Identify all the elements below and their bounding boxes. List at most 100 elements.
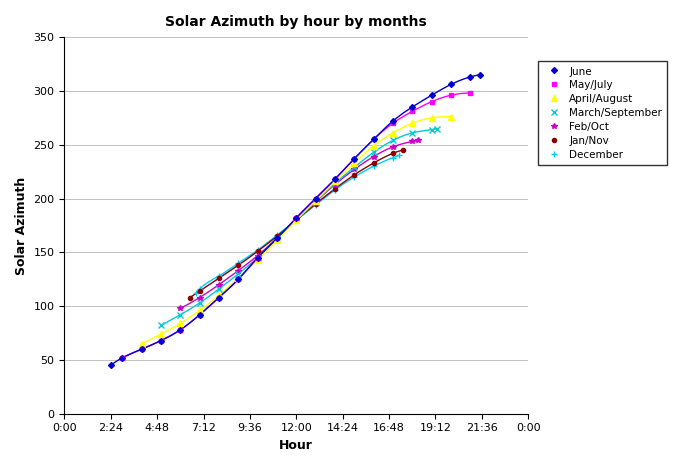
December	[311, 202, 320, 208]
Feb/Oct	[389, 144, 397, 149]
June	[107, 362, 115, 368]
December	[389, 155, 397, 161]
April/August	[447, 114, 455, 120]
March/September	[311, 199, 320, 205]
May/July	[176, 327, 184, 333]
December	[253, 248, 262, 253]
X-axis label: Hour: Hour	[279, 439, 313, 452]
Line: April/August: April/August	[139, 114, 454, 347]
Feb/Oct	[273, 235, 281, 241]
May/July	[118, 355, 126, 361]
April/August	[176, 320, 184, 326]
June	[447, 82, 455, 87]
Feb/Oct	[215, 282, 223, 287]
Feb/Oct	[195, 295, 204, 300]
March/September	[292, 217, 301, 223]
Feb/Oct	[311, 199, 320, 205]
March/September	[273, 237, 281, 242]
May/July	[195, 312, 204, 318]
Jan/Nov	[292, 217, 301, 223]
May/July	[389, 120, 397, 126]
June	[466, 74, 474, 80]
April/August	[234, 276, 242, 281]
Line: March/September: March/September	[158, 126, 440, 328]
Feb/Oct	[350, 167, 359, 172]
May/July	[408, 108, 417, 114]
May/July	[428, 99, 436, 105]
Jan/Nov	[370, 160, 378, 166]
Feb/Oct	[370, 154, 378, 159]
May/July	[292, 215, 301, 221]
December	[395, 153, 403, 158]
Feb/Oct	[234, 268, 242, 273]
June	[476, 72, 484, 78]
April/August	[350, 160, 359, 166]
Feb/Oct	[414, 138, 422, 143]
Jan/Nov	[195, 288, 204, 294]
March/September	[253, 255, 262, 261]
May/July	[157, 338, 165, 343]
April/August	[215, 292, 223, 298]
March/September	[234, 271, 242, 276]
June	[176, 327, 184, 333]
Title: Solar Azimuth by hour by months: Solar Azimuth by hour by months	[165, 15, 427, 29]
March/September	[195, 300, 204, 306]
Feb/Oct	[176, 305, 184, 311]
Line: Jan/Nov: Jan/Nov	[188, 148, 404, 300]
June	[408, 104, 417, 110]
May/July	[447, 92, 455, 98]
June	[215, 295, 223, 300]
June	[292, 215, 301, 221]
May/July	[253, 255, 262, 261]
May/July	[466, 90, 474, 96]
March/September	[350, 164, 359, 170]
Jan/Nov	[253, 248, 262, 254]
Jan/Nov	[273, 234, 281, 239]
March/September	[157, 323, 165, 328]
December	[370, 163, 378, 169]
April/August	[253, 257, 262, 262]
Feb/Oct	[408, 139, 417, 144]
Jan/Nov	[234, 262, 242, 268]
May/July	[234, 276, 242, 282]
April/August	[273, 238, 281, 243]
May/July	[350, 156, 359, 162]
March/September	[370, 149, 378, 155]
June	[157, 338, 165, 343]
May/July	[137, 347, 145, 352]
June	[195, 312, 204, 318]
June	[311, 196, 320, 201]
March/September	[428, 127, 436, 133]
March/September	[331, 181, 339, 186]
June	[137, 347, 145, 352]
March/September	[176, 312, 184, 318]
Line: Feb/Oct: Feb/Oct	[178, 138, 421, 311]
June	[253, 255, 262, 261]
April/August	[389, 130, 397, 136]
April/August	[292, 217, 301, 223]
June	[234, 276, 242, 282]
April/August	[195, 308, 204, 313]
December	[292, 217, 301, 223]
Jan/Nov	[398, 147, 406, 153]
December	[331, 187, 339, 193]
June	[331, 177, 339, 182]
December	[350, 174, 359, 180]
May/July	[215, 295, 223, 300]
December	[192, 290, 200, 296]
May/July	[331, 177, 339, 182]
Feb/Oct	[253, 253, 262, 258]
June	[428, 92, 436, 98]
Legend: June, May/July, April/August, March/September, Feb/Oct, Jan/Nov, December: June, May/July, April/August, March/Sept…	[538, 61, 667, 165]
May/July	[370, 136, 378, 142]
December	[234, 260, 242, 266]
Jan/Nov	[331, 186, 339, 191]
Jan/Nov	[186, 295, 194, 300]
March/September	[215, 286, 223, 292]
April/August	[408, 120, 417, 126]
December	[273, 232, 281, 238]
Jan/Nov	[350, 172, 359, 177]
May/July	[311, 196, 320, 201]
June	[273, 235, 281, 241]
April/August	[370, 143, 378, 149]
